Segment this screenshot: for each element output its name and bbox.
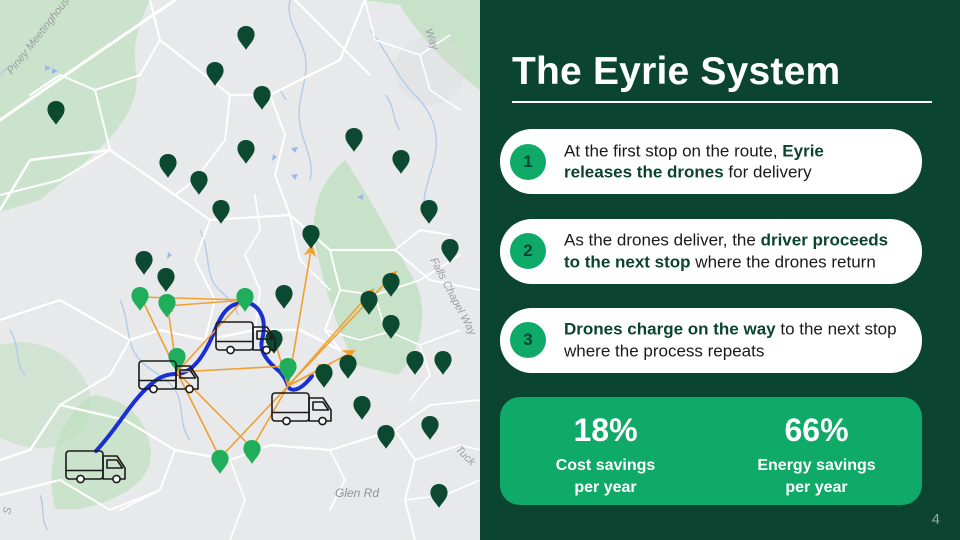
svg-text:Glen Rd: Glen Rd [335,486,379,500]
